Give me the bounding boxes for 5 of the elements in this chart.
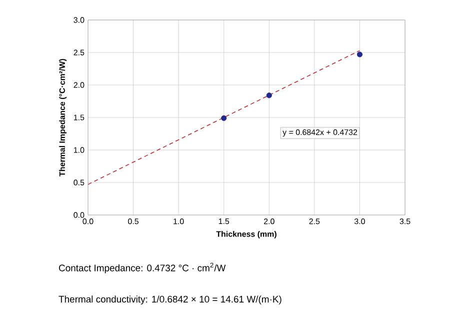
point (266, 92, 272, 98)
point (356, 52, 363, 58)
text: Contact Impedance: 0.4732 °C · cm$^{2}$/W (59, 262, 226, 274)
text: Thermal conductivity: 1/0.6842 × 10 = 14.61 W/(m·K) (58, 296, 282, 304)
point (221, 115, 227, 121)
